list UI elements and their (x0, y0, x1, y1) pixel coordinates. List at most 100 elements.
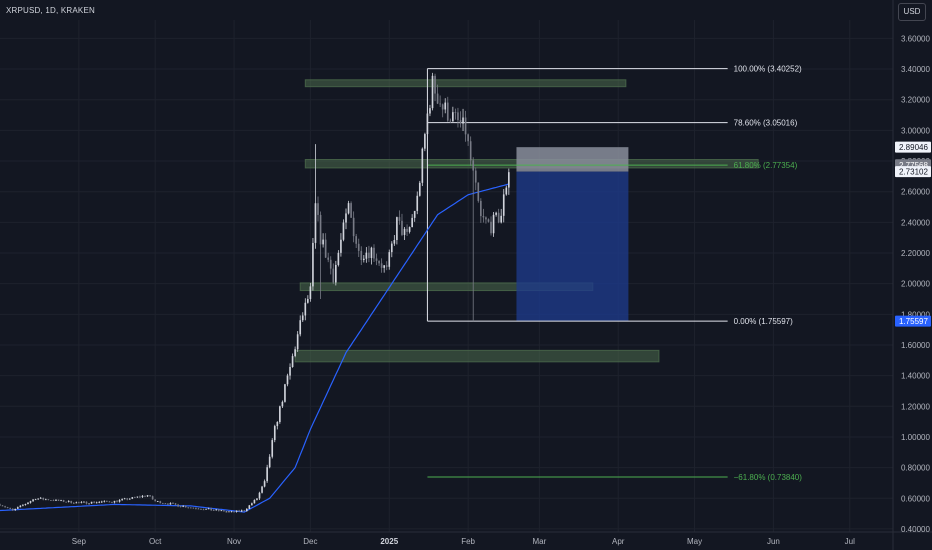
candle-body (235, 510, 238, 512)
candle-body (253, 499, 256, 504)
candle-body (44, 499, 47, 501)
candle-body (106, 500, 108, 502)
candle-body (474, 170, 477, 183)
candle-body (291, 356, 294, 368)
candle-body (375, 258, 378, 261)
candle-body (139, 496, 141, 498)
take-profit-box[interactable] (516, 171, 629, 322)
x-tick-label: Oct (149, 537, 162, 546)
candle-body (187, 507, 190, 509)
candle-body (446, 102, 449, 121)
candle-body (380, 263, 383, 268)
candle-body (408, 227, 411, 232)
stop-loss-box[interactable] (516, 147, 629, 172)
candle-body (19, 505, 22, 508)
candle-body (111, 502, 113, 503)
candle-body (429, 108, 431, 114)
candle-body (485, 217, 487, 220)
y-tick-label: 3.60000 (901, 34, 930, 43)
candle-body (225, 511, 228, 513)
candle-body (245, 508, 248, 512)
y-tick-label: 0.40000 (901, 525, 930, 534)
candle-body (426, 113, 429, 135)
candle-body (11, 508, 14, 511)
candle-body (47, 499, 50, 501)
candle-body (238, 510, 240, 512)
y-tick-label: 1.40000 (901, 372, 930, 381)
y-tick-label: 1.80000 (901, 310, 930, 319)
candle-body (439, 103, 441, 105)
y-tick-label: 1.60000 (901, 341, 930, 350)
candle-body (299, 320, 302, 335)
candle-body (396, 217, 398, 241)
candle-body (401, 220, 403, 235)
candle-body (413, 210, 416, 218)
candle-body (294, 349, 296, 357)
candle-body (459, 120, 462, 124)
candle-body (39, 497, 42, 499)
candle-body (192, 507, 195, 509)
candle-body (83, 501, 85, 503)
y-tick-label: 0.60000 (901, 494, 930, 503)
fibonacci-retracement[interactable]: 100.00% (3.40252) 78.60% (3.05016) 61.80% … (426, 65, 802, 482)
candle-body (487, 219, 490, 222)
x-tick-label: Mar (532, 537, 546, 546)
candle-body (370, 247, 373, 259)
candle-body (202, 509, 205, 511)
candle-body (32, 499, 34, 502)
candle-body (240, 510, 243, 512)
candle-body (421, 148, 424, 183)
x-tick-label: Jun (767, 537, 780, 546)
y-tick-label: 1.20000 (901, 402, 930, 411)
price-tag-label: 1.75597 (899, 317, 928, 326)
candle-body (301, 315, 304, 321)
candle-body (418, 182, 421, 196)
candle-body (136, 496, 139, 498)
candle-body (98, 502, 101, 503)
candle-body (116, 500, 118, 502)
candle-body (266, 467, 268, 482)
short-position-tool[interactable] (516, 147, 629, 322)
candle-body (197, 508, 200, 510)
currency-button[interactable]: USD (898, 3, 926, 21)
y-tick-label: 2.20000 (901, 249, 930, 258)
candle-body (378, 260, 380, 264)
candle-body (416, 195, 419, 211)
candle-body (256, 498, 258, 500)
candle-body (398, 217, 401, 221)
candle-body (195, 507, 197, 509)
candle-body (248, 505, 251, 509)
moving-average (0, 183, 509, 513)
candle-body (431, 75, 434, 109)
candle-body (207, 508, 210, 510)
candle-body (444, 102, 447, 110)
x-tick-label: Apr (612, 537, 625, 546)
candle-body (42, 497, 45, 500)
candle-body (332, 268, 335, 283)
candle-body (164, 503, 167, 505)
candle-body (490, 221, 492, 234)
candle-body (223, 510, 225, 512)
candle-body (276, 422, 279, 427)
candle-body (258, 492, 261, 499)
candle-body (55, 499, 57, 501)
candle-body (508, 172, 510, 188)
candle-body (65, 501, 67, 503)
candle-body (29, 501, 32, 503)
candle-body (57, 499, 60, 501)
candle-body (149, 495, 151, 497)
candle-body (217, 509, 220, 511)
price-tag-bg (895, 141, 931, 153)
price-zone[interactable] (294, 349, 660, 363)
candle-body (62, 499, 65, 502)
candle-body (70, 500, 73, 503)
candle-body (469, 141, 472, 161)
candle-body (273, 426, 276, 441)
candle-body (327, 257, 330, 260)
candle-body (27, 502, 29, 505)
fib-level-label: 0.00% (1.75597) (734, 317, 793, 326)
price-zone[interactable] (304, 79, 627, 88)
candle-body (480, 200, 482, 217)
